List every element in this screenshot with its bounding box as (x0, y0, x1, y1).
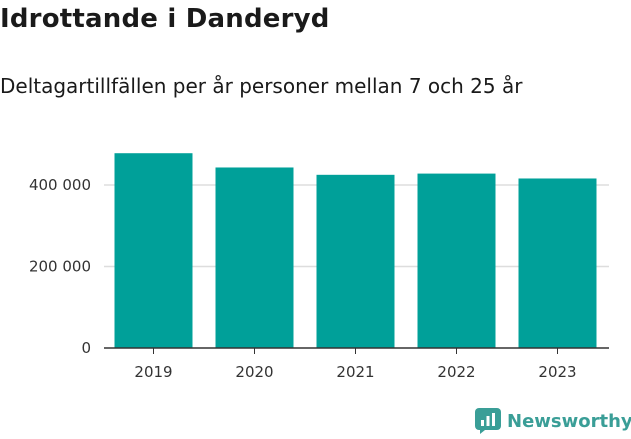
newsworthy-icon (475, 408, 501, 434)
chart-subtitle: Deltagartillfällen per år personer mella… (0, 74, 523, 98)
x-tick-label: 2019 (134, 363, 172, 381)
y-tick-label: 400 000 (29, 176, 91, 194)
x-tick-label: 2020 (235, 363, 273, 381)
bar (316, 174, 395, 348)
x-tick-label: 2023 (538, 363, 576, 381)
bar (114, 153, 193, 348)
bars (114, 153, 597, 348)
x-tick-label: 2022 (437, 363, 475, 381)
y-axis-ticks: 0 200 000 400 000 (29, 176, 91, 357)
x-axis-ticks: 2019 2020 2021 2022 2023 (134, 348, 577, 381)
newsworthy-logo: Newsworthy (475, 408, 631, 434)
y-tick-label: 200 000 (29, 258, 91, 276)
bar (518, 178, 597, 348)
brand-name: Newsworthy (507, 410, 631, 432)
bar (417, 173, 496, 348)
chart-title: Idrottande i Danderyd (0, 4, 330, 34)
bar (215, 167, 294, 348)
y-tick-label: 0 (81, 339, 91, 357)
x-tick-label: 2021 (336, 363, 374, 381)
